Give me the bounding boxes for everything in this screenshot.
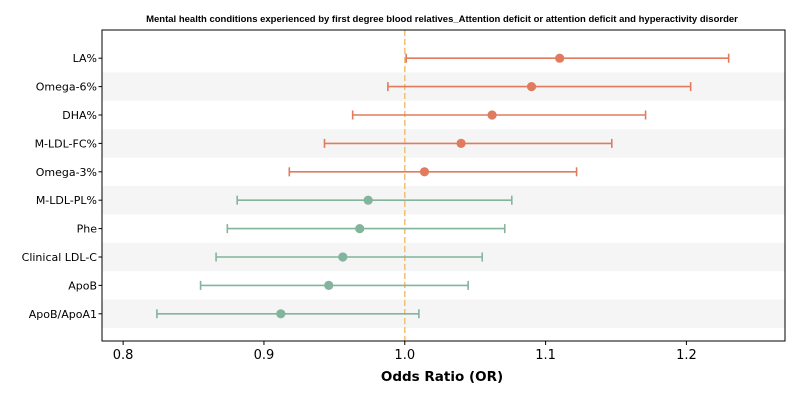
- x-tick-label: 1.1: [535, 348, 556, 363]
- or-point: [487, 110, 497, 120]
- x-axis-label: Odds Ratio (OR): [381, 369, 503, 385]
- or-point: [526, 82, 537, 92]
- x-tick-label: 0.8: [113, 348, 134, 363]
- plot-frame: [101, 29, 786, 342]
- y-tick-label: Clinical LDL-C: [22, 251, 98, 264]
- x-tick-label: 1.2: [676, 348, 697, 363]
- data-marks: [156, 53, 730, 319]
- or-point: [324, 280, 334, 290]
- y-tick-label: Phe: [77, 223, 98, 236]
- x-tick-label: 1.0: [394, 348, 415, 363]
- or-point: [555, 53, 565, 63]
- y-tick-label: ApoB/ApoA1: [29, 308, 97, 321]
- y-tick-label: DHA%: [62, 109, 97, 122]
- or-point: [363, 195, 373, 205]
- or-point: [338, 252, 348, 262]
- y-tick-label: Omega-3%: [36, 166, 97, 179]
- y-tick-labels: LA% Omega-6% DHA% M-LDL-FC% Omega-3% M-LDL-PL…: [22, 52, 102, 321]
- y-tick-label: M-LDL-PL%: [36, 194, 97, 207]
- or-point: [355, 224, 365, 234]
- x-axis: 0.8 0.9 1.0 1.1 1.2: [113, 341, 697, 363]
- or-point: [456, 138, 466, 148]
- y-tick-label: ApoB: [68, 279, 97, 292]
- or-point: [419, 167, 430, 177]
- or-point: [276, 309, 286, 319]
- y-tick-label: M-LDL-FC%: [35, 137, 97, 150]
- y-tick-label: LA%: [73, 52, 97, 65]
- x-tick-label: 0.9: [254, 348, 275, 363]
- y-tick-label: Omega-6%: [36, 81, 97, 94]
- chart-title: Mental health conditions experienced by …: [146, 14, 738, 25]
